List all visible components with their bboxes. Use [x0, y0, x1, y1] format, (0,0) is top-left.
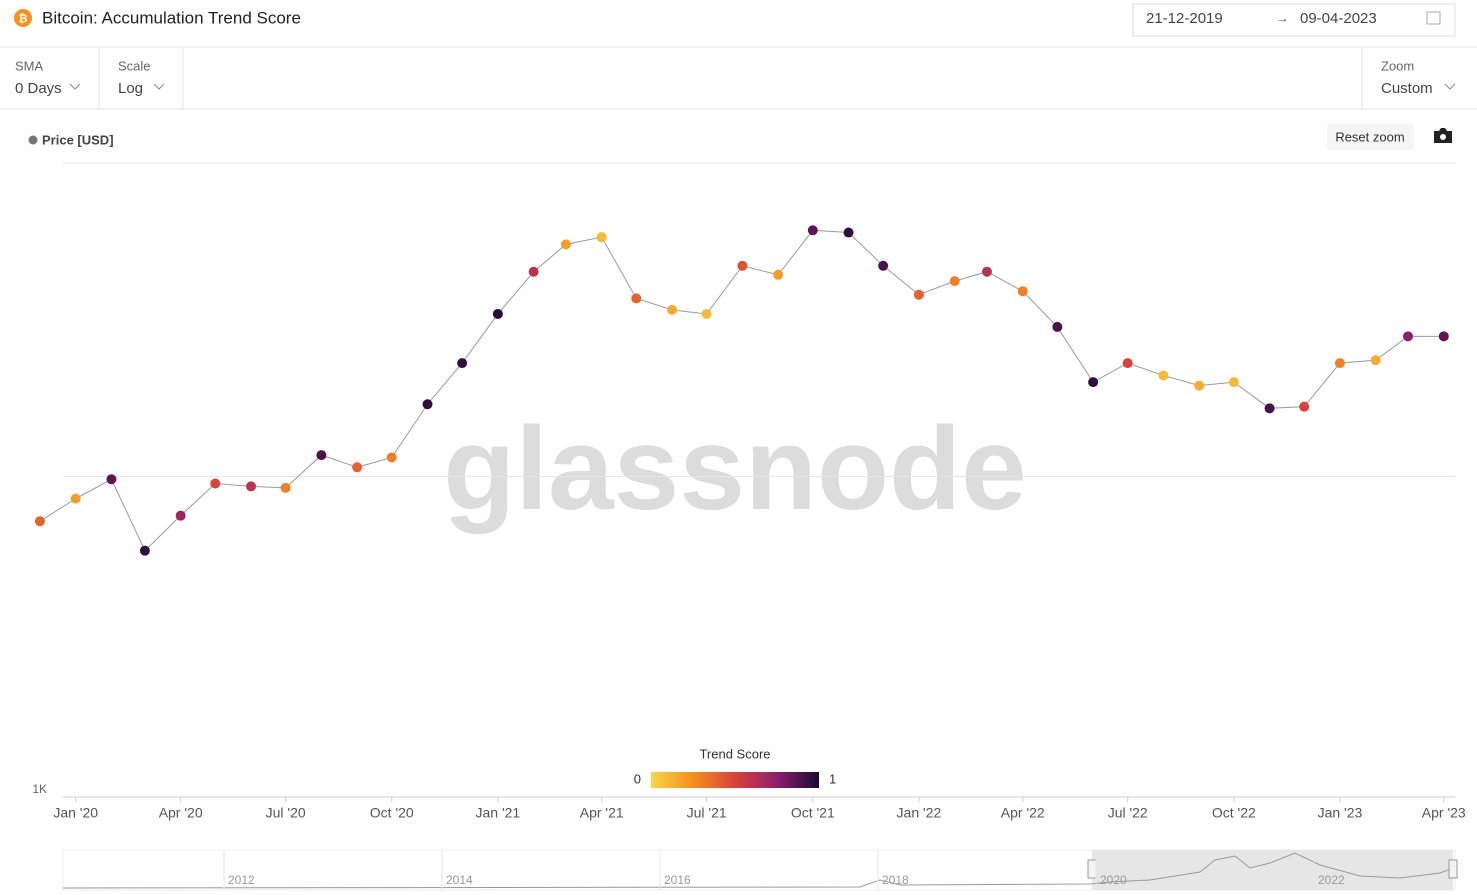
chevron[interactable]: [153, 83, 165, 90]
x-tick-label: Jul '22: [1108, 805, 1148, 821]
price-dot: [280, 482, 291, 493]
price-dot: [878, 260, 889, 271]
x-tick-label: Jan '23: [1318, 805, 1363, 821]
x-tick-label: Apr '20: [159, 805, 203, 821]
price-dot: [528, 266, 539, 277]
navigator-handle[interactable]: [1448, 859, 1458, 879]
price-dot: [1052, 321, 1063, 332]
legend-label[interactable]: Price [USD]: [42, 132, 114, 147]
control-label: Zoom: [1381, 58, 1414, 73]
calendar-icon[interactable]: [1426, 11, 1441, 25]
y-tick-label: 1K: [32, 782, 47, 796]
control-value[interactable]: Custom: [1381, 80, 1433, 97]
price-dot: [913, 289, 924, 300]
price-dot: [1228, 377, 1239, 388]
price-dot: [70, 493, 81, 504]
price-dot: [1403, 331, 1414, 342]
price-dot: [701, 308, 712, 319]
price-dot: [492, 308, 503, 319]
colorbar-min: 0: [634, 771, 641, 786]
navigator-label: 2020: [1100, 873, 1127, 887]
navigator-label: 2018: [882, 873, 909, 887]
reset-zoom-label[interactable]: Reset zoom: [1335, 129, 1404, 144]
bitcoin-icon: [14, 9, 32, 27]
price-dot: [981, 266, 992, 277]
control-value[interactable]: Log: [118, 80, 143, 97]
price-dot: [1438, 331, 1449, 342]
price-dot: [1299, 401, 1310, 412]
x-tick-label: Jul '21: [687, 805, 727, 821]
x-tick-label: Jul '20: [266, 805, 306, 821]
control-label: SMA: [15, 58, 44, 73]
navigator-label: 2014: [446, 873, 473, 887]
bitcoin-symbol: ₿: [19, 13, 28, 25]
navigator-selection[interactable]: [1092, 850, 1453, 890]
price-dot: [1158, 370, 1169, 381]
x-tick-label: Apr '21: [580, 805, 624, 821]
colorbar: [651, 772, 819, 788]
price-dot: [949, 276, 960, 287]
date-from[interactable]: 21-12-2019: [1146, 10, 1223, 27]
chevron[interactable]: [69, 83, 81, 90]
price-dot: [316, 450, 327, 461]
price-dot: [773, 269, 784, 280]
legend-marker: [28, 135, 38, 145]
x-tick-label: Jan '21: [476, 805, 521, 821]
price-dot: [631, 293, 642, 304]
x-tick-label: Jan '22: [897, 805, 942, 821]
price-dot: [596, 232, 607, 243]
price-dot: [210, 478, 221, 489]
price-dot: [843, 227, 854, 238]
camera-lens: [1440, 134, 1446, 140]
price-dot: [139, 545, 150, 556]
price-dot: [246, 481, 257, 492]
date-to[interactable]: 09-04-2023: [1300, 10, 1377, 27]
price-dot: [1370, 355, 1381, 366]
date-arrow: →: [1276, 10, 1289, 25]
x-tick-label: Oct '21: [791, 805, 835, 821]
price-dot: [560, 239, 571, 250]
navigator-line: [62, 852, 1454, 889]
price-dot: [34, 516, 45, 527]
control-label: Scale: [118, 58, 151, 73]
watermark: glassnode: [443, 403, 1027, 535]
price-dot: [1264, 403, 1275, 414]
x-tick-label: Oct '22: [1212, 805, 1256, 821]
x-tick-label: Jan '20: [53, 805, 98, 821]
price-dot: [1088, 377, 1099, 388]
price-dot: [175, 510, 186, 521]
price-dot: [1194, 380, 1205, 391]
price-dot: [106, 474, 117, 485]
price-dot: [386, 452, 397, 463]
x-tick-label: Oct '20: [370, 805, 414, 821]
navigator-label: 2012: [228, 873, 255, 887]
price-dot: [457, 358, 468, 369]
price-dot: [807, 225, 818, 236]
chevron[interactable]: [1444, 83, 1456, 90]
price-dot: [1122, 358, 1133, 369]
colorbar-title: Trend Score: [699, 746, 770, 761]
navigator-label: 2022: [1318, 873, 1345, 887]
date-range[interactable]: [1132, 3, 1456, 37]
price-dot: [1017, 286, 1028, 297]
control-value[interactable]: 0 Days: [15, 80, 62, 97]
price-dot: [422, 399, 433, 410]
price-dot: [737, 260, 748, 271]
colorbar-max: 1: [829, 771, 836, 786]
page-title: Bitcoin: Accumulation Trend Score: [42, 8, 301, 27]
navigator-handle[interactable]: [1087, 859, 1097, 879]
navigator-label: 2016: [664, 873, 691, 887]
price-dot: [1334, 358, 1345, 369]
x-tick-label: Apr '23: [1422, 805, 1466, 821]
price-dot: [667, 304, 678, 315]
x-tick-label: Apr '22: [1001, 805, 1045, 821]
price-dot: [352, 462, 363, 473]
reset-zoom-button[interactable]: [1327, 124, 1414, 150]
